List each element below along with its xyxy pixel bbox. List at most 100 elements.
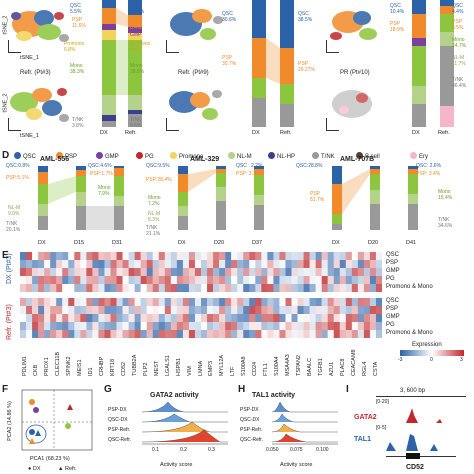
heatmap-cell (176, 260, 184, 268)
heatmap-cell (273, 330, 280, 338)
heatmap-cell (134, 284, 141, 292)
heatmap-cell (68, 322, 75, 330)
heatmap-cell (225, 330, 232, 338)
pt10-refr-psp-label: PSP 6.5% (452, 19, 464, 31)
heatmap-cell (363, 306, 371, 314)
heatmap-cell (122, 260, 129, 268)
heatmap-cell (152, 298, 159, 306)
heatmap-cell (44, 284, 51, 292)
heatmap-cell (134, 314, 141, 322)
heatmap-cell (255, 252, 262, 260)
expression-legend-bar (400, 350, 464, 356)
heatmap-cell (213, 322, 220, 330)
heatmap-cell (249, 298, 256, 306)
heatmap-cell (116, 322, 123, 330)
heatmap-cell (249, 252, 256, 260)
panel-d-letter: D (2, 150, 10, 161)
heatmap-gene-label: MEST (153, 360, 160, 376)
heatmap-cell (357, 322, 365, 330)
heatmap-cell (170, 260, 178, 268)
heatmap-cell (303, 330, 310, 338)
heatmap-gene-label: CEACAM8 (351, 349, 358, 376)
aml556-bars-svg (38, 166, 124, 230)
heatmap-cell (207, 330, 214, 338)
heatmap-cell (267, 314, 274, 322)
gata2-row-3: QSC-Refr. (108, 437, 132, 443)
aml329-x2: D37 (252, 240, 263, 246)
heatmap-cell (225, 276, 232, 284)
pt9-dx-qsc-label: QSC 30.6% (222, 11, 237, 23)
heatmap-cell (140, 306, 147, 314)
heatmap-cell (261, 276, 268, 284)
tal1-ridgeplot (271, 401, 338, 445)
heatmap-cell (267, 276, 274, 284)
heatmap-cell (255, 298, 262, 306)
heatmap-cell (315, 284, 322, 292)
heatmap-cell (20, 260, 27, 268)
heatmap-cell (164, 252, 172, 260)
pt3-refr-promono-label: Promono 4.4% (130, 41, 151, 53)
pt3-refr-qsc-label: QSC 10.7% (130, 3, 145, 15)
heatmap-cell (201, 306, 208, 314)
aml707-l2: PSP: 3.4% (416, 171, 441, 177)
heatmap-cell (134, 306, 141, 314)
heatmap-cell (363, 322, 371, 330)
heatmap-cell (255, 306, 262, 314)
tsne-pt10-refr-axes (326, 118, 339, 131)
heatmap-cell (32, 314, 39, 322)
heatmap-cell (231, 314, 238, 322)
heatmap-cell (146, 252, 153, 260)
heatmap-cell (68, 330, 75, 338)
heatmap-cell (68, 260, 75, 268)
heatmap-cell (44, 322, 51, 330)
aml329-l2: PSP: 3.1% (236, 171, 261, 177)
heatmap-cell (98, 298, 105, 306)
gata2-xlabel: Activity score (160, 462, 193, 468)
heatmap-cell (279, 260, 286, 268)
heatmap-cell (315, 322, 322, 330)
heatmap-cell (303, 306, 310, 314)
tal1-row-2: PSP-Refr. (240, 427, 263, 433)
tsne-pt3-refr-title: Refr. (Pt#3) (20, 70, 51, 76)
heatmap-cell (339, 276, 346, 284)
heatmap-cell (182, 284, 190, 292)
pt10-refr-nlm-label: NL-M 11.7% (452, 55, 466, 67)
heatmap-cell (339, 330, 346, 338)
heatmap-cell (309, 314, 316, 322)
heatmap-cell (213, 314, 220, 322)
heatmap-cell (86, 284, 93, 292)
heatmap-cell (273, 306, 280, 314)
tsne-pt9-refr-title: Refr. (Pt#9) (178, 70, 209, 76)
gata2-tick-1: 0.2 (180, 447, 187, 453)
heatmap-cell (26, 322, 33, 330)
heatmap-cell (285, 330, 292, 338)
heatmap-cell (164, 322, 172, 330)
heatmap-cell (86, 276, 93, 284)
heatmap-cell (152, 306, 159, 314)
heatmap-gene-label: PDLIM1 (22, 356, 28, 376)
heatmap-gene-label: EMP3 (208, 361, 215, 376)
heatmap-cell (327, 252, 334, 260)
legend-gmp: GMP (96, 152, 119, 160)
heatmap-cell (110, 276, 117, 284)
heatmap-cell (56, 276, 63, 284)
heatmap-cell (38, 322, 45, 330)
heatmap-cell (267, 268, 274, 276)
heatmap-cell (74, 268, 81, 276)
heatmap-cell (80, 252, 87, 260)
aml556-l1: QSC:4.6% (88, 163, 112, 169)
heatmap-cell (327, 306, 334, 314)
heatmap-cell (297, 306, 304, 314)
heatmap-cell (56, 268, 63, 276)
heatmap-cell (146, 260, 153, 268)
heatmap-cell (74, 276, 81, 284)
heatmap-cell (225, 298, 232, 306)
heatmap-cell (170, 322, 178, 330)
heatmap-cell (188, 298, 196, 306)
heatmap-cell (333, 276, 340, 284)
heatmap-cell (273, 252, 280, 260)
heatmap-cell (62, 268, 69, 276)
heatmap-cell (56, 322, 63, 330)
heatmap-cell (219, 306, 226, 314)
heatmap-cell (345, 284, 353, 292)
